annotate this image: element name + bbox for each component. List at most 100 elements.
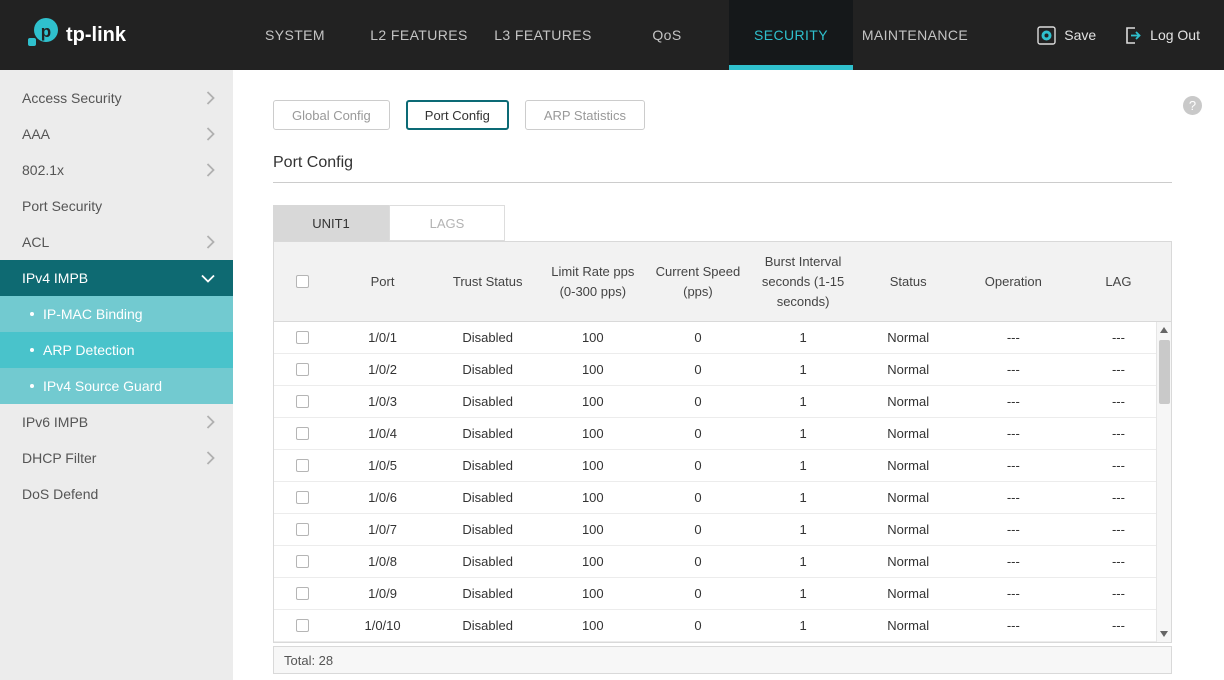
save-label: Save [1064,27,1097,43]
column-header-status: Status [889,273,927,289]
row-checkbox[interactable] [295,395,309,408]
sidebar-item-acl[interactable]: ACL [0,224,233,260]
tab-global-config[interactable]: Global Config [273,100,390,130]
sidebar-item-label: 802.1x [22,162,65,178]
sidebar-item-ipv4-impb[interactable]: IPv4 IMPB [0,260,233,296]
cell-current-speed: 0 [694,617,702,633]
cell-operation: --- [1006,329,1020,345]
table-row: 1/0/3 Disabled 100 0 1 Normal --- --- [274,386,1171,418]
cell-trust-status: Disabled [462,361,513,377]
divider [273,182,1172,183]
cell-status: Normal [887,457,930,473]
table-row: 1/0/2 Disabled 100 0 1 Normal --- --- [274,354,1171,386]
row-checkbox[interactable] [295,459,309,472]
help-icon[interactable]: ? [1183,96,1202,115]
config-tabs: Global Config Port Config ARP Statistics [273,100,1172,130]
cell-port: 1/0/8 [368,553,398,569]
cell-burst-interval: 1 [799,393,807,409]
sidebar-item-8021x[interactable]: 802.1x [0,152,233,188]
cell-operation: --- [1006,585,1020,601]
cell-lag: --- [1111,553,1125,569]
nav-l3-features[interactable]: L3 FEATURES [494,27,592,43]
nav-l2-features[interactable]: L2 FEATURES [370,27,468,43]
sidebar-item-label: DHCP Filter [22,450,97,466]
unit-tabs: UNIT1 LAGS [273,205,1172,241]
cell-trust-status: Disabled [462,521,513,537]
row-checkbox[interactable] [295,427,309,440]
tab-unit1[interactable]: UNIT1 [273,205,389,241]
cell-burst-interval: 1 [799,553,807,569]
cell-trust-status: Disabled [462,329,513,345]
chevron-right-icon [206,163,215,177]
sidebar-item-ip-mac-binding[interactable]: IP-MAC Binding [0,296,233,332]
select-all-checkbox[interactable] [295,275,309,288]
svg-text:tp-link: tp-link [66,24,127,46]
cell-operation: --- [1006,521,1020,537]
sidebar-item-label: ARP Detection [43,342,135,358]
row-checkbox[interactable] [295,619,309,632]
chevron-right-icon [206,415,215,429]
sidebar-item-label: DoS Defend [22,486,99,502]
row-checkbox[interactable] [295,523,309,536]
sidebar-item-label: Port Security [22,198,103,214]
cell-trust-status: Disabled [462,393,513,409]
cell-trust-status: Disabled [462,585,513,601]
tab-arp-statistics[interactable]: ARP Statistics [524,100,645,130]
cell-current-speed: 0 [694,489,702,505]
cell-status: Normal [887,521,930,537]
cell-lag: --- [1111,361,1125,377]
sidebar-item-label: AAA [22,126,51,142]
row-checkbox[interactable] [295,363,309,376]
nav-security[interactable]: SECURITY [729,0,853,70]
cell-limit-rate: 100 [581,329,604,345]
sidebar-item-dos-defend[interactable]: DoS Defend [0,476,233,512]
bullet-icon [30,348,34,352]
row-checkbox[interactable] [295,331,309,344]
tab-port-config[interactable]: Port Config [405,100,509,130]
cell-current-speed: 0 [694,425,702,441]
scroll-down-arrow-icon[interactable] [1160,631,1168,637]
page-body: Access Security AAA 802.1x Port Security… [0,70,1224,680]
sidebar-item-aaa[interactable]: AAA [0,116,233,152]
bullet-icon [30,384,34,388]
cell-status: Normal [887,393,930,409]
cell-current-speed: 0 [694,361,702,377]
save-button[interactable]: Save [1036,25,1096,46]
cell-port: 1/0/7 [368,521,398,537]
scrollbar-thumb[interactable] [1158,340,1170,404]
top-navigation: SYSTEM L2 FEATURES L3 FEATURES QoS SECUR… [233,0,977,70]
nav-maintenance[interactable]: MAINTENANCE [861,27,969,43]
row-checkbox[interactable] [295,555,309,568]
sidebar-item-dhcp-filter[interactable]: DHCP Filter [0,440,233,476]
cell-status: Normal [887,489,930,505]
nav-qos[interactable]: QoS [652,27,682,43]
scroll-up-arrow-icon[interactable] [1160,327,1168,333]
tab-lags[interactable]: LAGS [389,205,505,241]
nav-system[interactable]: SYSTEM [265,27,325,43]
sidebar-item-label: IPv4 Source Guard [43,378,163,394]
cell-limit-rate: 100 [581,521,604,537]
row-checkbox[interactable] [295,491,309,504]
cell-port: 1/0/10 [364,617,401,633]
column-header-current-speed: Current Speed (pps) [655,263,741,299]
svg-text:p: p [41,22,51,41]
sidebar-item-port-security[interactable]: Port Security [0,188,233,224]
cell-limit-rate: 100 [581,457,604,473]
cell-current-speed: 0 [694,585,702,601]
logout-button[interactable]: Log Out [1122,25,1200,46]
sidebar-item-arp-detection[interactable]: ARP Detection [0,332,233,368]
column-header-lag: LAG [1105,273,1132,289]
cell-port: 1/0/5 [368,457,398,473]
cell-operation: --- [1006,361,1020,377]
row-checkbox[interactable] [295,587,309,600]
cell-status: Normal [887,425,930,441]
sidebar-item-access-security[interactable]: Access Security [0,80,233,116]
cell-lag: --- [1111,393,1125,409]
table-row: 1/0/9 Disabled 100 0 1 Normal --- --- [274,578,1171,610]
sidebar-item-ipv4-source-guard[interactable]: IPv4 Source Guard [0,368,233,404]
cell-port: 1/0/2 [368,361,398,377]
cell-status: Normal [887,553,930,569]
cell-lag: --- [1111,617,1125,633]
sidebar-item-ipv6-impb[interactable]: IPv6 IMPB [0,404,233,440]
vertical-scrollbar[interactable] [1156,322,1171,642]
